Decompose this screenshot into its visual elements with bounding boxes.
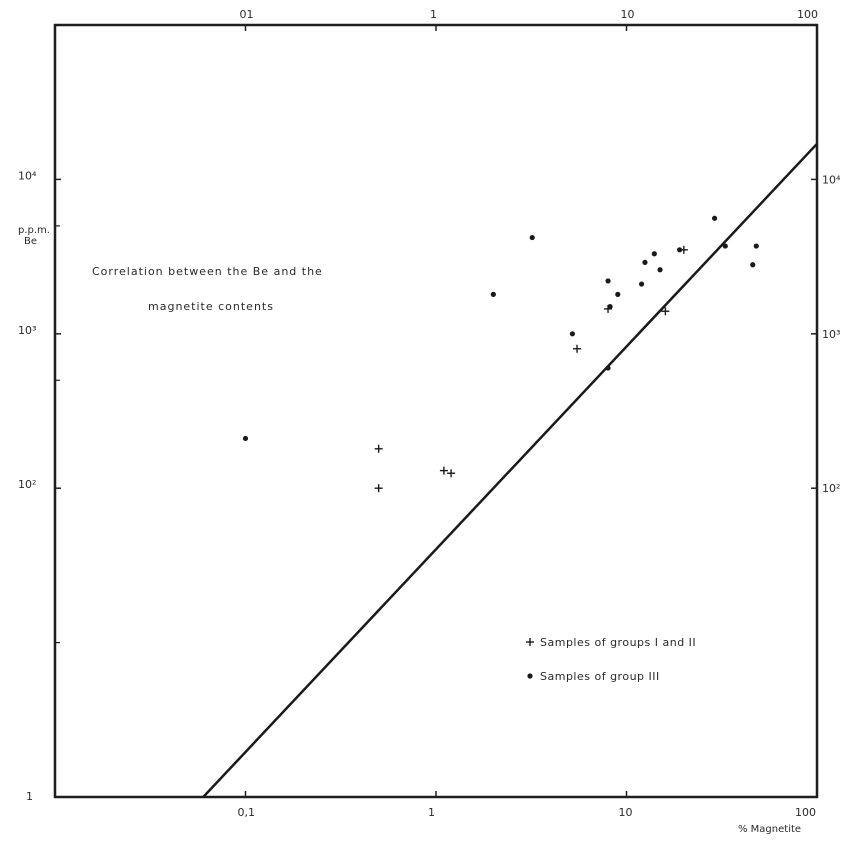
y-tick-left-label: 10² — [18, 478, 36, 491]
x-tick-top-label: 100 — [797, 8, 818, 21]
data-point-group-3 — [750, 262, 756, 268]
data-point-groups-1-2 — [374, 484, 383, 493]
x-tick-bottom-label: 10 — [619, 806, 633, 819]
x-tick-bottom-label: 1 — [428, 806, 435, 819]
data-point-group-3 — [607, 304, 613, 310]
y-axis-label-line1: p.p.m. — [18, 225, 50, 236]
chart-title-line1: Correlation between the Be and the — [92, 265, 323, 278]
x-tick-top-label: 10 — [621, 8, 635, 21]
data-point-groups-1-2 — [661, 307, 670, 316]
data-point-group-3 — [657, 267, 663, 273]
y-tick-left-label: 1 — [26, 790, 33, 803]
data-point-groups-1-2 — [447, 469, 456, 478]
data-point-group-3 — [638, 281, 645, 287]
legend-plus-marker — [526, 638, 534, 646]
data-point-group-3 — [615, 291, 621, 297]
x-tick-top-label: 1 — [430, 8, 437, 21]
y-tick-right-label: 10⁴ — [822, 173, 841, 186]
legend-label-group-3: Samples of group III — [540, 670, 660, 683]
data-point-group-3 — [242, 435, 249, 442]
data-point-group-3 — [642, 259, 648, 266]
legend-dot-symbol — [527, 673, 533, 679]
chart-title-line2: magnetite contents — [148, 300, 274, 313]
data-point-group-3 — [753, 243, 759, 249]
data-point-group-3 — [722, 243, 728, 249]
axis-ticks: 0,1 1 10 100 01 1 10 100 1 10² 10³ 10⁴ 10² 10³ 10⁴ — [18, 8, 841, 819]
y-tick-left-label: 10³ — [18, 324, 36, 337]
data-point-group-3 — [490, 291, 496, 297]
legend: Samples of groups I and II Samples of gr… — [526, 636, 696, 683]
y-tick-right-label: 10² — [822, 482, 840, 495]
data-points — [242, 215, 759, 493]
x-tick-bottom-label: 0,1 — [238, 806, 256, 819]
y-axis-label-line2: Be — [24, 236, 37, 247]
data-point-groups-1-2 — [439, 466, 448, 475]
data-point-groups-1-2 — [374, 444, 383, 453]
y-tick-left-label: 10⁴ — [18, 169, 37, 182]
data-point-group-3 — [651, 251, 657, 257]
regression-line — [202, 142, 818, 798]
legend-label-groups-1-2: Samples of groups I and II — [540, 636, 696, 649]
x-tick-bottom-label: 100 — [795, 806, 816, 819]
data-point-groups-1-2 — [573, 344, 582, 353]
legend-item-group-3: Samples of group III — [527, 670, 659, 683]
x-axis-label: % Magnetite — [738, 824, 801, 835]
data-point-group-3 — [529, 234, 535, 241]
plot-frame — [53, 23, 819, 799]
data-point-group-3 — [605, 365, 611, 371]
legend-dot-marker — [527, 673, 533, 679]
legend-item-groups-1-2: Samples of groups I and II — [526, 636, 696, 649]
legend-plus-symbol — [526, 638, 534, 646]
data-point-group-3 — [711, 215, 718, 221]
x-tick-top-label: 01 — [240, 8, 254, 21]
data-point-group-3 — [605, 278, 611, 284]
data-point-group-3 — [569, 331, 575, 337]
data-point-group-3 — [677, 247, 683, 253]
y-tick-right-label: 10³ — [822, 328, 840, 341]
